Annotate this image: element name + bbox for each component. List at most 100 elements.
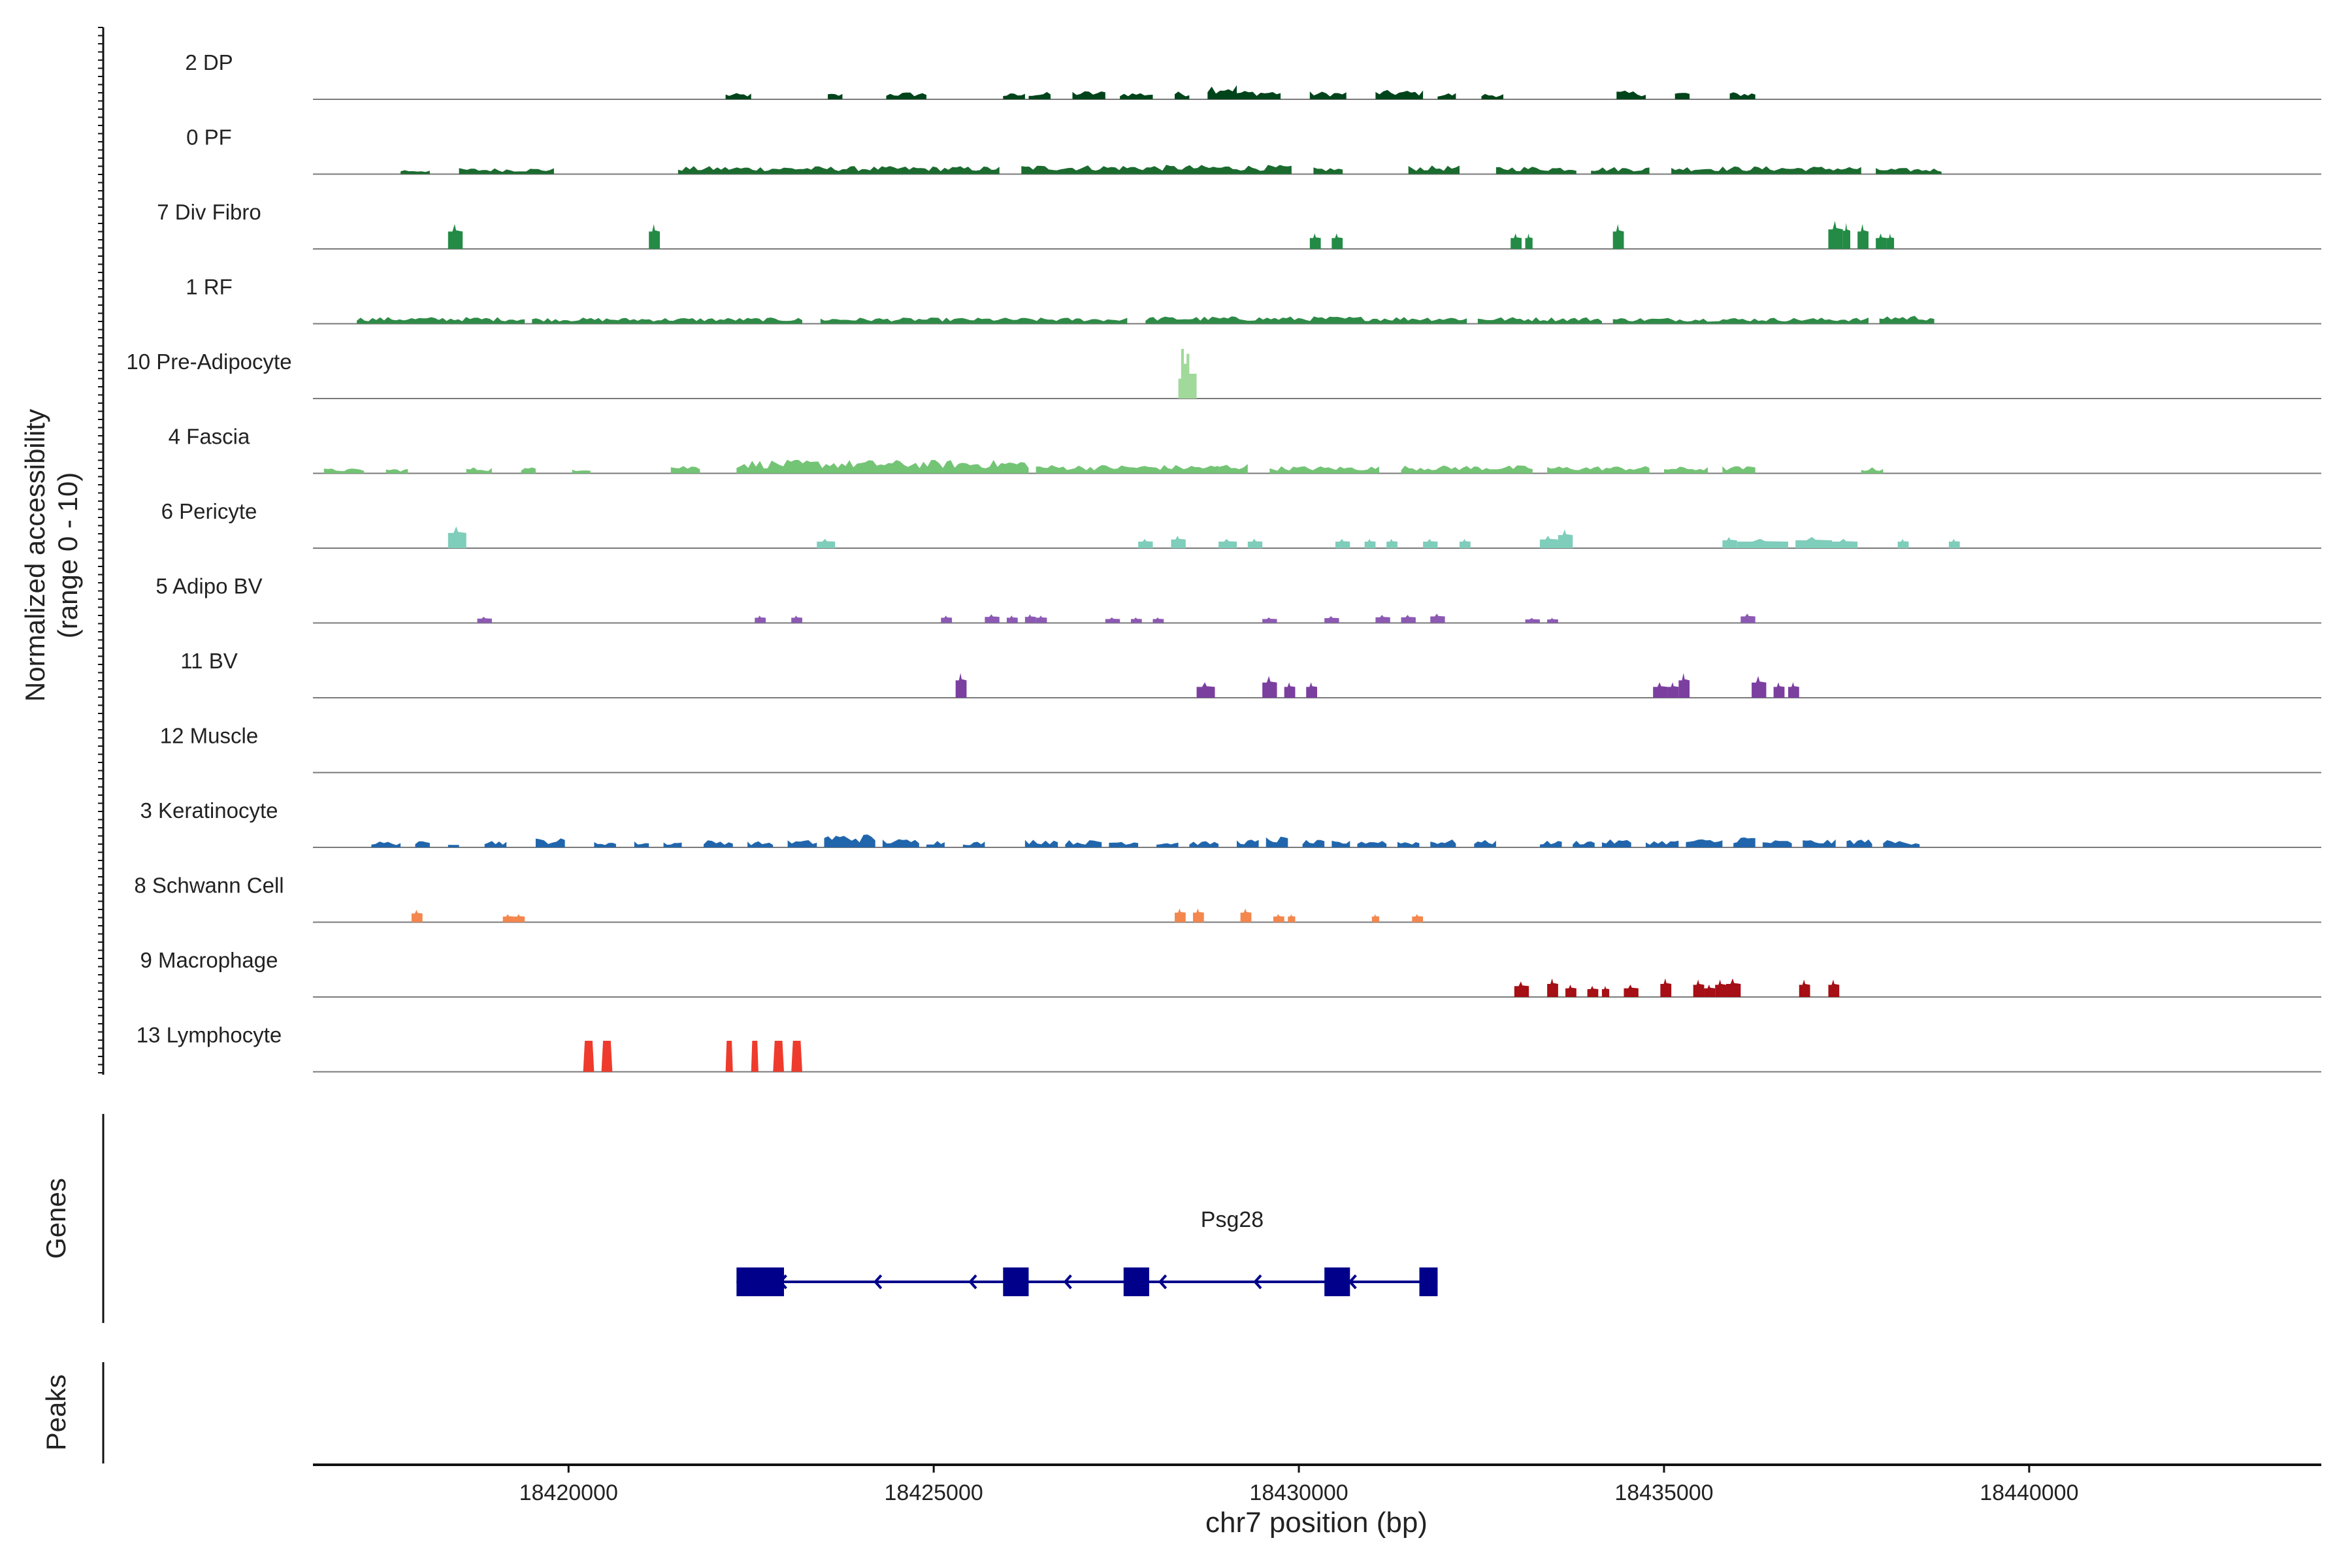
gene-exon — [736, 1267, 784, 1296]
accessibility-peak — [1788, 682, 1799, 698]
accessibility-peak — [1861, 467, 1884, 474]
accessibility-peak — [1722, 466, 1756, 474]
gene-model — [736, 1267, 1438, 1296]
accessibility-peak — [751, 1041, 759, 1072]
accessibility-peak — [1273, 914, 1284, 923]
strand-arrow-icon — [1158, 1274, 1168, 1290]
accessibility-peak — [1725, 978, 1741, 997]
accessibility-peak — [1357, 841, 1387, 847]
accessibility-peak — [1120, 93, 1153, 99]
accessibility-peak — [1481, 93, 1504, 99]
accessibility-peak — [1828, 979, 1840, 997]
accessibility-peak — [477, 617, 492, 623]
x-axis-tick-label: 18435000 — [1614, 1480, 1713, 1505]
accessibility-peak — [448, 224, 463, 249]
accessibility-peak — [1331, 840, 1350, 847]
accessibility-peak — [1156, 842, 1179, 847]
accessibility-peak — [755, 615, 766, 623]
x-axis-tick-label: 18420000 — [519, 1480, 618, 1505]
accessibility-peak — [1573, 840, 1595, 847]
strand-arrow-icon — [874, 1274, 883, 1290]
gene-exon — [1123, 1267, 1149, 1296]
accessibility-peak — [1335, 538, 1350, 548]
accessibility-peak — [1886, 233, 1895, 249]
accessibility-peak — [1525, 617, 1540, 623]
peaks-panel-label: Peaks — [41, 1375, 71, 1451]
accessibility-peak — [1003, 93, 1025, 99]
accessibility-peak — [1612, 224, 1624, 249]
accessibility-peak — [1324, 616, 1339, 623]
accessibility-peak — [1269, 466, 1380, 474]
accessibility-peak — [985, 614, 1000, 623]
accessibility-peak — [1021, 165, 1292, 174]
accessibility-peak — [1525, 233, 1533, 249]
accessibility-peak — [1667, 682, 1679, 698]
track-9: 11 BV — [180, 649, 2321, 698]
accessibility-peak — [649, 224, 660, 249]
x-axis-tick-label: 18430000 — [1249, 1480, 1348, 1505]
gene-name-label: Psg28 — [1201, 1207, 1264, 1232]
track-label: 5 Adipo BV — [155, 574, 262, 598]
accessibility-peak — [1803, 839, 1836, 847]
accessibility-peak — [1309, 91, 1347, 99]
accessibility-peak — [773, 1041, 784, 1072]
accessibility-peak — [704, 840, 733, 847]
accessibility-peak — [1646, 840, 1679, 847]
track-label: 4 Fascia — [169, 425, 250, 449]
accessibility-peak — [1653, 682, 1668, 698]
track-11: 3 Keratinocyte — [140, 798, 2321, 848]
accessibility-peak — [955, 673, 967, 698]
x-axis-tick-label: 18440000 — [1980, 1480, 2078, 1505]
accessibility-peak — [1740, 613, 1756, 623]
accessibility-peak — [1371, 914, 1380, 923]
accessibility-peak — [1601, 839, 1631, 847]
accessibility-peak — [1284, 682, 1296, 698]
accessibility-peak — [521, 467, 536, 474]
genes-panel-label: Genes — [41, 1178, 71, 1259]
accessibility-peak — [1130, 617, 1142, 623]
gene-exon — [1419, 1267, 1438, 1296]
accessibility-peak — [1715, 979, 1726, 997]
track-13: 9 Macrophage — [140, 948, 2321, 998]
accessibility-peak — [663, 842, 682, 847]
accessibility-peak — [1065, 840, 1102, 847]
accessibility-peak — [601, 1041, 613, 1072]
track-7: 6 Pericyte — [161, 499, 2321, 549]
x-axis-label: chr7 position (bp) — [1205, 1507, 1428, 1539]
accessibility-peak — [1105, 617, 1120, 623]
accessibility-peak — [736, 459, 1029, 474]
accessibility-peak — [926, 841, 945, 847]
accessibility-peak — [824, 834, 875, 847]
accessibility-peak — [1364, 538, 1376, 548]
accessibility-peak — [941, 615, 953, 623]
y-axis-label: Normalized accessibility — [20, 409, 50, 702]
accessibility-peak — [882, 839, 919, 847]
accessibility-peak — [1616, 90, 1646, 99]
accessibility-peak — [1879, 316, 1935, 324]
accessibility-peak — [1547, 466, 1650, 474]
accessibility-peak — [820, 318, 1128, 324]
track-label: 10 Pre-Adipocyte — [126, 350, 291, 374]
accessibility-peak — [1288, 914, 1296, 923]
accessibility-peak — [502, 914, 514, 923]
accessibility-peak — [1145, 316, 1467, 324]
accessibility-peak — [1539, 840, 1562, 847]
accessibility-peak — [1036, 465, 1219, 474]
gene-exon — [1324, 1267, 1350, 1296]
accessibility-peak — [678, 166, 1000, 174]
track-8: 5 Adipo BV — [155, 574, 2321, 624]
accessibility-peak — [1401, 615, 1416, 623]
track-12: 8 Schwann Cell — [134, 874, 2321, 923]
accessibility-peak — [1430, 840, 1456, 847]
track-label: 9 Macrophage — [140, 948, 278, 972]
accessibility-peak — [1175, 91, 1190, 99]
accessibility-peak — [1477, 317, 1602, 324]
accessibility-peak — [1729, 92, 1756, 99]
accessibility-peak — [1883, 840, 1920, 847]
track-10: 12 Muscle — [160, 724, 2321, 774]
accessibility-peak — [1237, 840, 1259, 847]
accessibility-peak — [1028, 91, 1051, 99]
track-label: 6 Pericyte — [161, 499, 257, 523]
accessibility-peak — [1189, 841, 1219, 847]
